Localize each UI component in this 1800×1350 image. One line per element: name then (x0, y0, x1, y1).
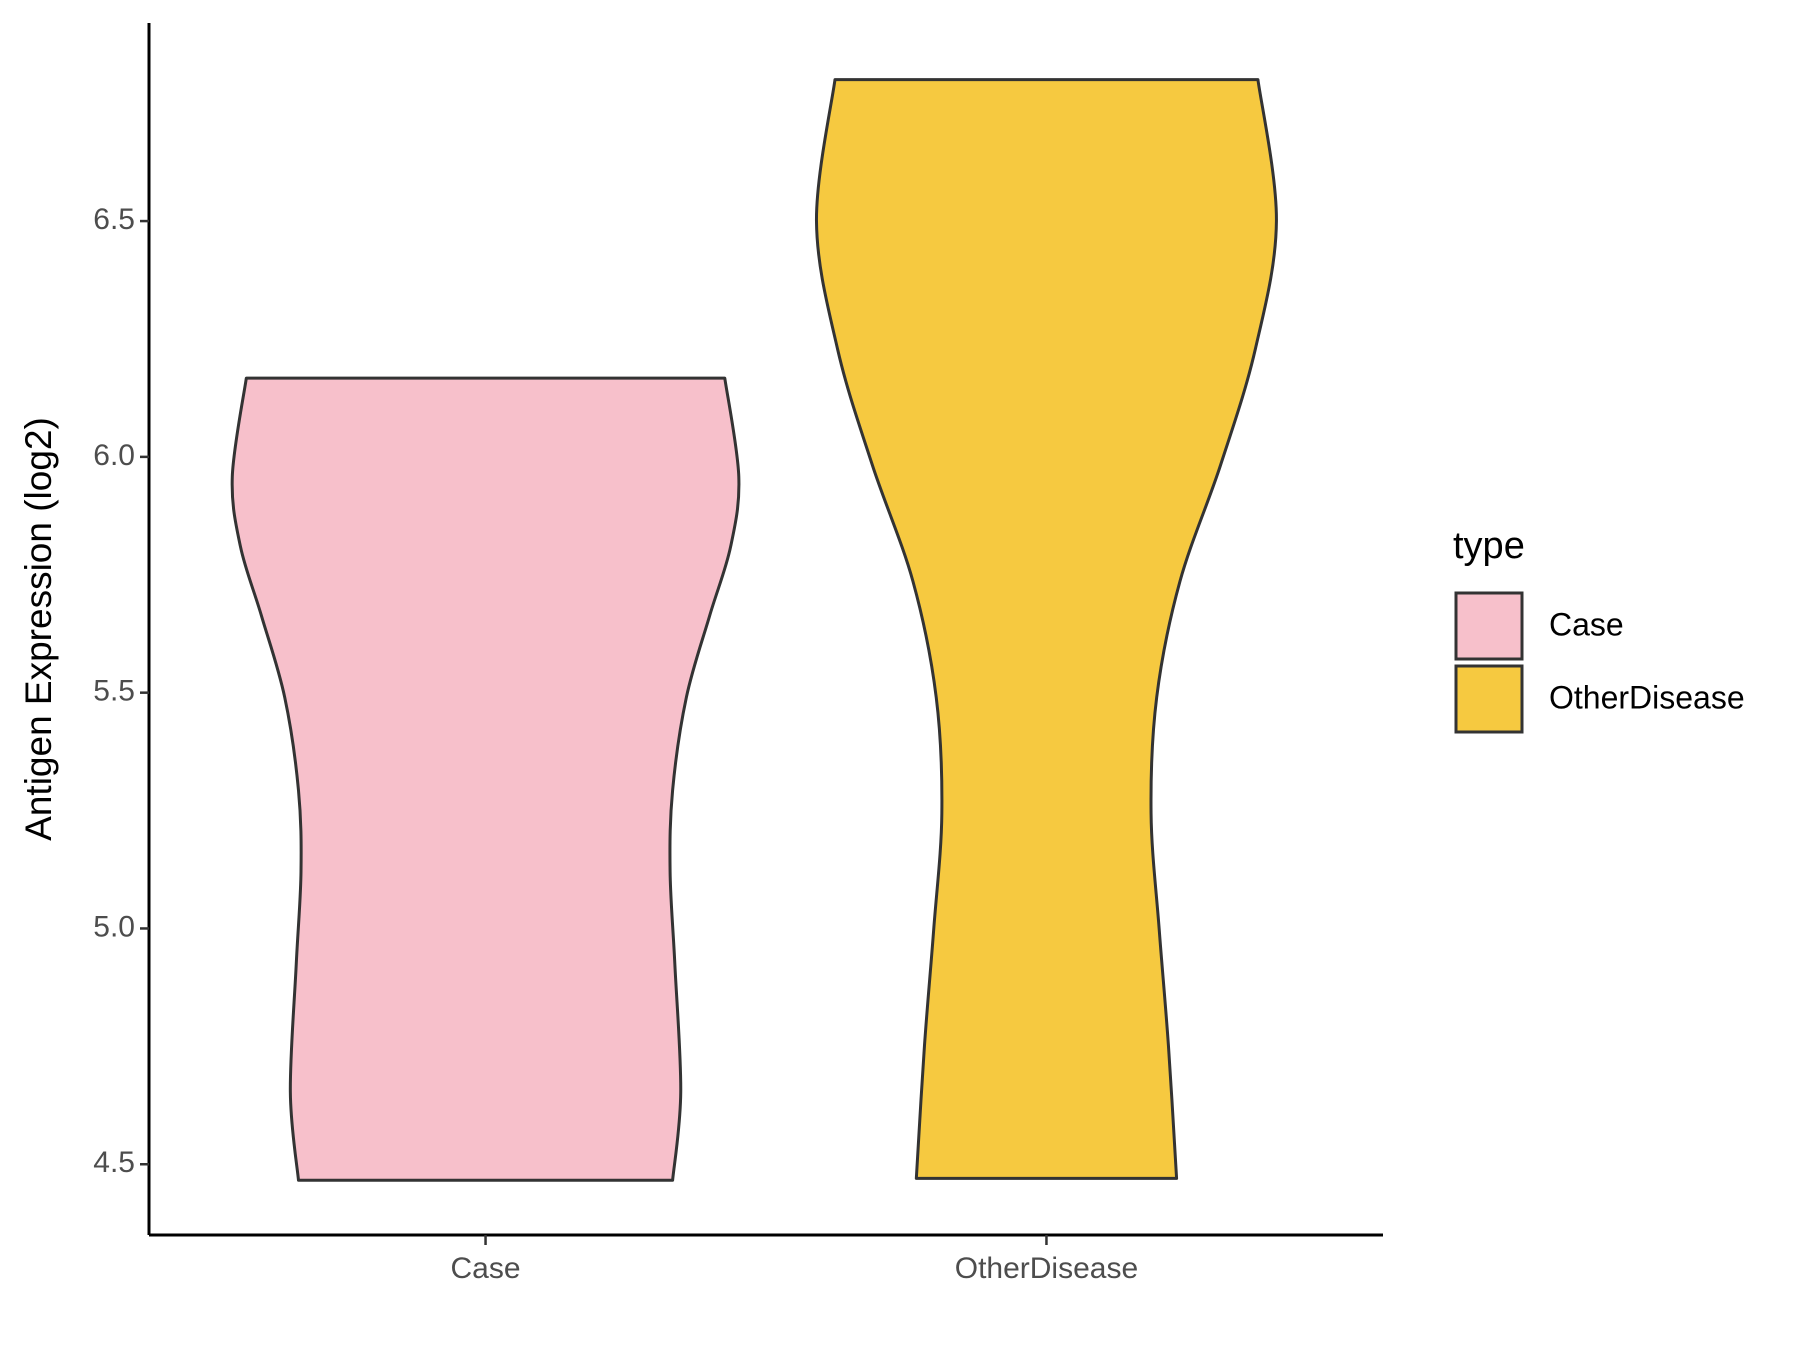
y-tick-label: 6.0 (93, 439, 135, 472)
x-tick-label: Case (451, 1252, 521, 1285)
legend-key (1454, 591, 1524, 661)
x-tick-label: OtherDisease (955, 1252, 1138, 1285)
y-tick-label: 5.5 (93, 675, 135, 708)
legend-label: OtherDisease (1549, 679, 1745, 715)
violin (814, 78, 1278, 1180)
violin (230, 376, 741, 1182)
y-tick-label: 4.5 (93, 1146, 135, 1179)
legend-key (1454, 664, 1524, 734)
y-tick-label: 5.0 (93, 910, 135, 943)
legend-title: type (1453, 525, 1525, 567)
legend-label: Case (1549, 606, 1624, 642)
y-axis-title: Antigen Expression (log2) (18, 417, 59, 841)
y-tick-label: 6.5 (93, 203, 135, 236)
